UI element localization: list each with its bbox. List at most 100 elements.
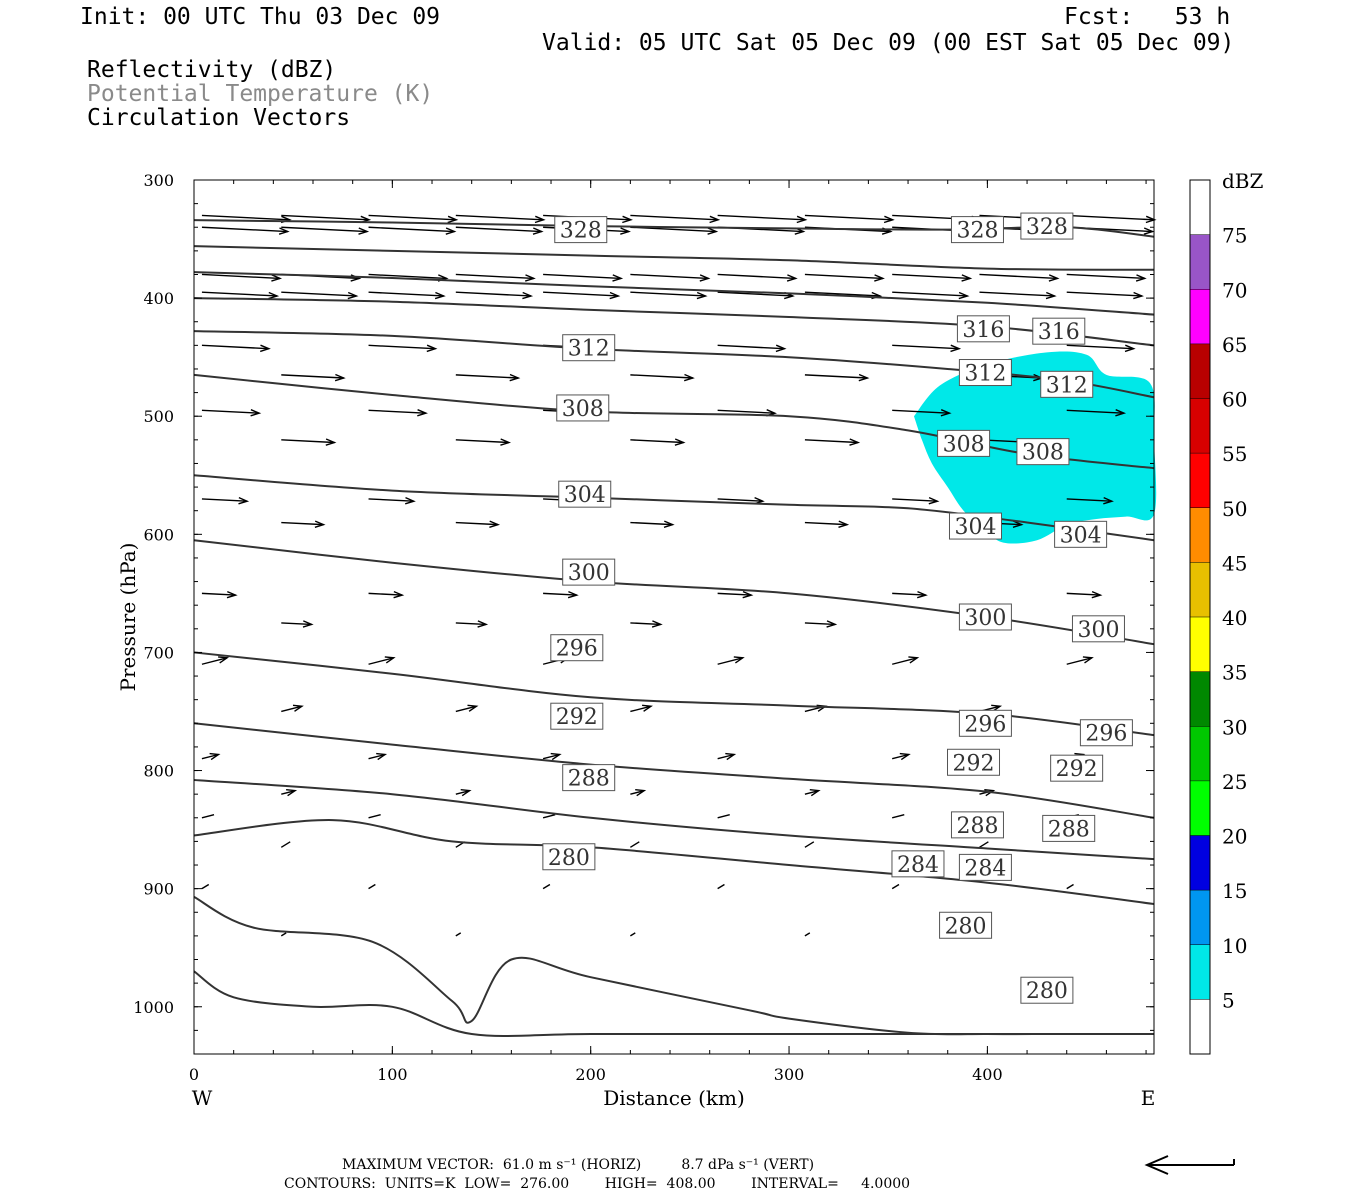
- wind-vector: [892, 344, 962, 353]
- wind-vector: [804, 520, 850, 528]
- wind-vector: [804, 214, 895, 224]
- wind-vector: [1066, 273, 1147, 282]
- wind-vector: [717, 814, 730, 819]
- svg-text:284: 284: [964, 856, 1006, 881]
- wind-vector: [630, 226, 719, 235]
- svg-text:296: 296: [964, 712, 1006, 737]
- colorbar-swatch: [1190, 453, 1210, 508]
- wind-vector: [892, 409, 952, 417]
- wind-vector: [368, 291, 446, 300]
- wind-vector: [201, 496, 250, 505]
- wind-vector: [455, 214, 546, 224]
- wind-vector: [892, 291, 970, 300]
- svg-text:316: 316: [962, 318, 1004, 343]
- colorbar-swatch: [1190, 234, 1210, 290]
- y-tick-label: 1000: [133, 998, 174, 1017]
- y-tick-label: 600: [143, 525, 174, 544]
- wind-vector: [368, 590, 405, 599]
- contour-label-304: 304: [558, 480, 612, 508]
- isentrope-288: [193, 778, 1155, 861]
- contour-label-300: 300: [562, 558, 616, 586]
- field-reflectivity: Reflectivity (dBZ): [87, 57, 337, 83]
- wind-vector: [543, 291, 621, 300]
- wind-vector: [979, 291, 1057, 300]
- svg-text:292: 292: [1056, 757, 1098, 782]
- x-tick-label: 100: [377, 1065, 408, 1084]
- contour-label-288: 288: [1042, 814, 1096, 842]
- valid-time: Valid: 05 UTC Sat 05 Dec 09 (00 EST Sat …: [542, 30, 1235, 56]
- svg-text:304: 304: [1060, 523, 1102, 548]
- contour-label-280: 280: [1020, 976, 1074, 1004]
- colorbar-swatch: [1190, 507, 1210, 563]
- wind-vector: [281, 438, 337, 446]
- svg-text:296: 296: [1085, 722, 1127, 747]
- y-axis-title: Pressure (hPa): [116, 543, 140, 692]
- wind-vector: [455, 932, 462, 937]
- wind-vector: [368, 496, 416, 505]
- wind-vector: [1066, 291, 1144, 300]
- field-potential-temperature: Potential Temperature (K): [87, 81, 434, 107]
- isentrope-280: [193, 896, 1043, 1036]
- wind-vector: [717, 344, 787, 353]
- isentrope-328: [193, 219, 1155, 238]
- wind-vector: [717, 656, 745, 665]
- wind-vector: [542, 814, 556, 819]
- wind-vector: [368, 344, 438, 353]
- wind-vector: [281, 789, 298, 797]
- wind-vector: [979, 273, 1060, 282]
- colorbar-swatch: [1190, 180, 1210, 235]
- wind-vector: [804, 273, 885, 282]
- wind-vector: [281, 373, 346, 382]
- wind-vector: [804, 789, 821, 797]
- contour-label-308: 308: [937, 429, 991, 457]
- svg-text:328: 328: [956, 219, 998, 244]
- wind-vector: [630, 273, 711, 282]
- svg-text:300: 300: [568, 561, 610, 586]
- wind-vector: [368, 214, 459, 224]
- colorbar-label: 50: [1222, 497, 1247, 521]
- colorbar-title: dBZ: [1222, 169, 1264, 193]
- wind-vector: [892, 496, 940, 505]
- colorbar-swatch: [1190, 671, 1210, 727]
- colorbar-label: 20: [1222, 825, 1247, 849]
- colorbar-label: 60: [1222, 388, 1247, 412]
- wind-vector: [804, 620, 838, 628]
- wind-vector: [804, 841, 815, 848]
- forecast-hour: Fcst: 53 h: [1064, 4, 1231, 30]
- isentrope-276: [193, 970, 1154, 1037]
- svg-text:304: 304: [564, 483, 606, 508]
- isentrope-284: [193, 819, 1155, 905]
- colorbar-swatch: [1190, 780, 1210, 836]
- wind-vector: [455, 438, 512, 446]
- contour-label-312: 312: [958, 359, 1012, 387]
- wind-vector: [717, 214, 808, 224]
- wind-vector: [201, 291, 280, 300]
- circulation-vectors: [201, 214, 1157, 937]
- wind-vector: [892, 814, 905, 819]
- wind-vector: [368, 226, 457, 235]
- wind-vector: [630, 789, 647, 797]
- wind-vector: [629, 932, 636, 937]
- wind-vector: [368, 814, 381, 819]
- wind-vector: [455, 620, 489, 628]
- wind-vector: [629, 841, 640, 848]
- svg-text:292: 292: [556, 705, 598, 730]
- svg-text:308: 308: [943, 432, 985, 457]
- contour-label-316: 316: [956, 315, 1010, 343]
- contour-label-312: 312: [1040, 370, 1094, 398]
- colorbar-label: 35: [1222, 661, 1247, 685]
- svg-text:304: 304: [954, 515, 996, 540]
- wind-vector: [280, 932, 287, 937]
- contour-label-328: 328: [554, 216, 608, 244]
- colorbar-label: 40: [1222, 606, 1247, 630]
- isentrope-324: [193, 245, 1155, 271]
- wind-vector: [804, 438, 861, 446]
- colorbar-swatch: [1190, 398, 1210, 454]
- wind-vector: [455, 373, 521, 382]
- wind-vector: [1066, 656, 1094, 665]
- wind-vector: [201, 273, 283, 282]
- isentrope-292: [193, 722, 1155, 819]
- wind-vector: [281, 620, 314, 628]
- wind-vector: [891, 883, 900, 890]
- colorbar-swatch: [1190, 890, 1210, 945]
